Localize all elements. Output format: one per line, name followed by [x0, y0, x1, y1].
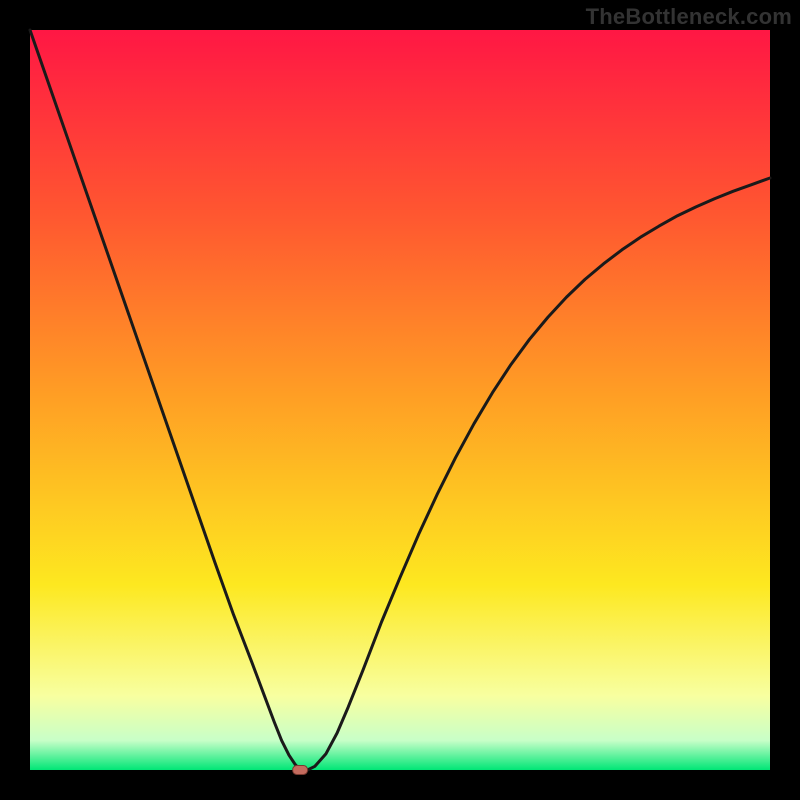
plot-area — [30, 30, 770, 770]
watermark-text: TheBottleneck.com — [586, 4, 792, 30]
